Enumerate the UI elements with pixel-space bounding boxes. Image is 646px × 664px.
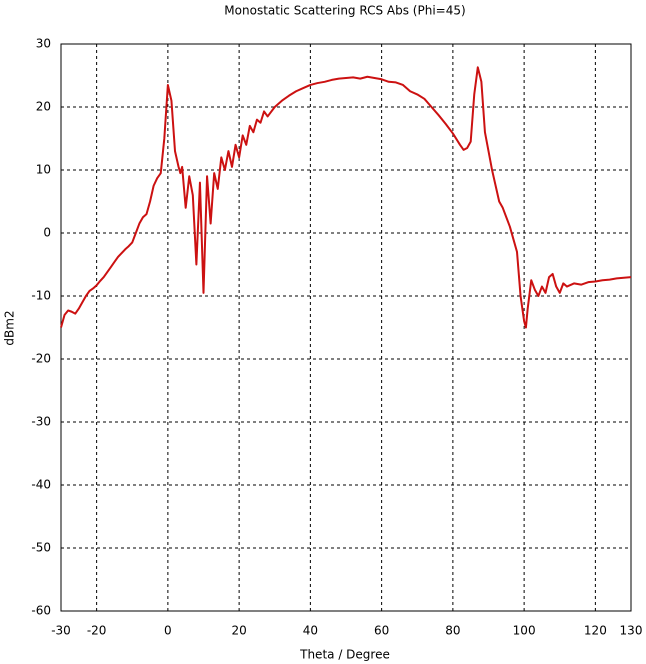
x-tick-label: 100 — [513, 624, 536, 638]
x-tick-label: 130 — [620, 624, 643, 638]
x-tick-label: 0 — [164, 624, 172, 638]
y-tick-label: -30 — [31, 415, 51, 429]
y-tick-label: 0 — [43, 226, 51, 240]
y-tick-label: -10 — [31, 289, 51, 303]
y-tick-label: 30 — [36, 37, 51, 51]
x-tick-label: 40 — [303, 624, 318, 638]
x-axis-label: Theta / Degree — [299, 648, 390, 662]
y-tick-label: -20 — [31, 352, 51, 366]
x-tick-label: 20 — [231, 624, 246, 638]
y-tick-label: -40 — [31, 478, 51, 492]
chart-title: Monostatic Scattering RCS Abs (Phi=45) — [224, 4, 465, 18]
x-tick-label: -20 — [87, 624, 107, 638]
x-tick-label: -30 — [51, 624, 71, 638]
y-tick-label: -60 — [31, 604, 51, 618]
data-line — [60, 66, 632, 329]
x-tick-label: 80 — [445, 624, 460, 638]
y-tick-label: 10 — [36, 163, 51, 177]
y-tick-label: -50 — [31, 541, 51, 555]
y-tick-label: 20 — [36, 100, 51, 114]
y-axis-label: dBm2 — [3, 310, 17, 345]
x-tick-label: 60 — [374, 624, 389, 638]
plot-frame — [60, 43, 632, 612]
x-tick-label: 120 — [584, 624, 607, 638]
